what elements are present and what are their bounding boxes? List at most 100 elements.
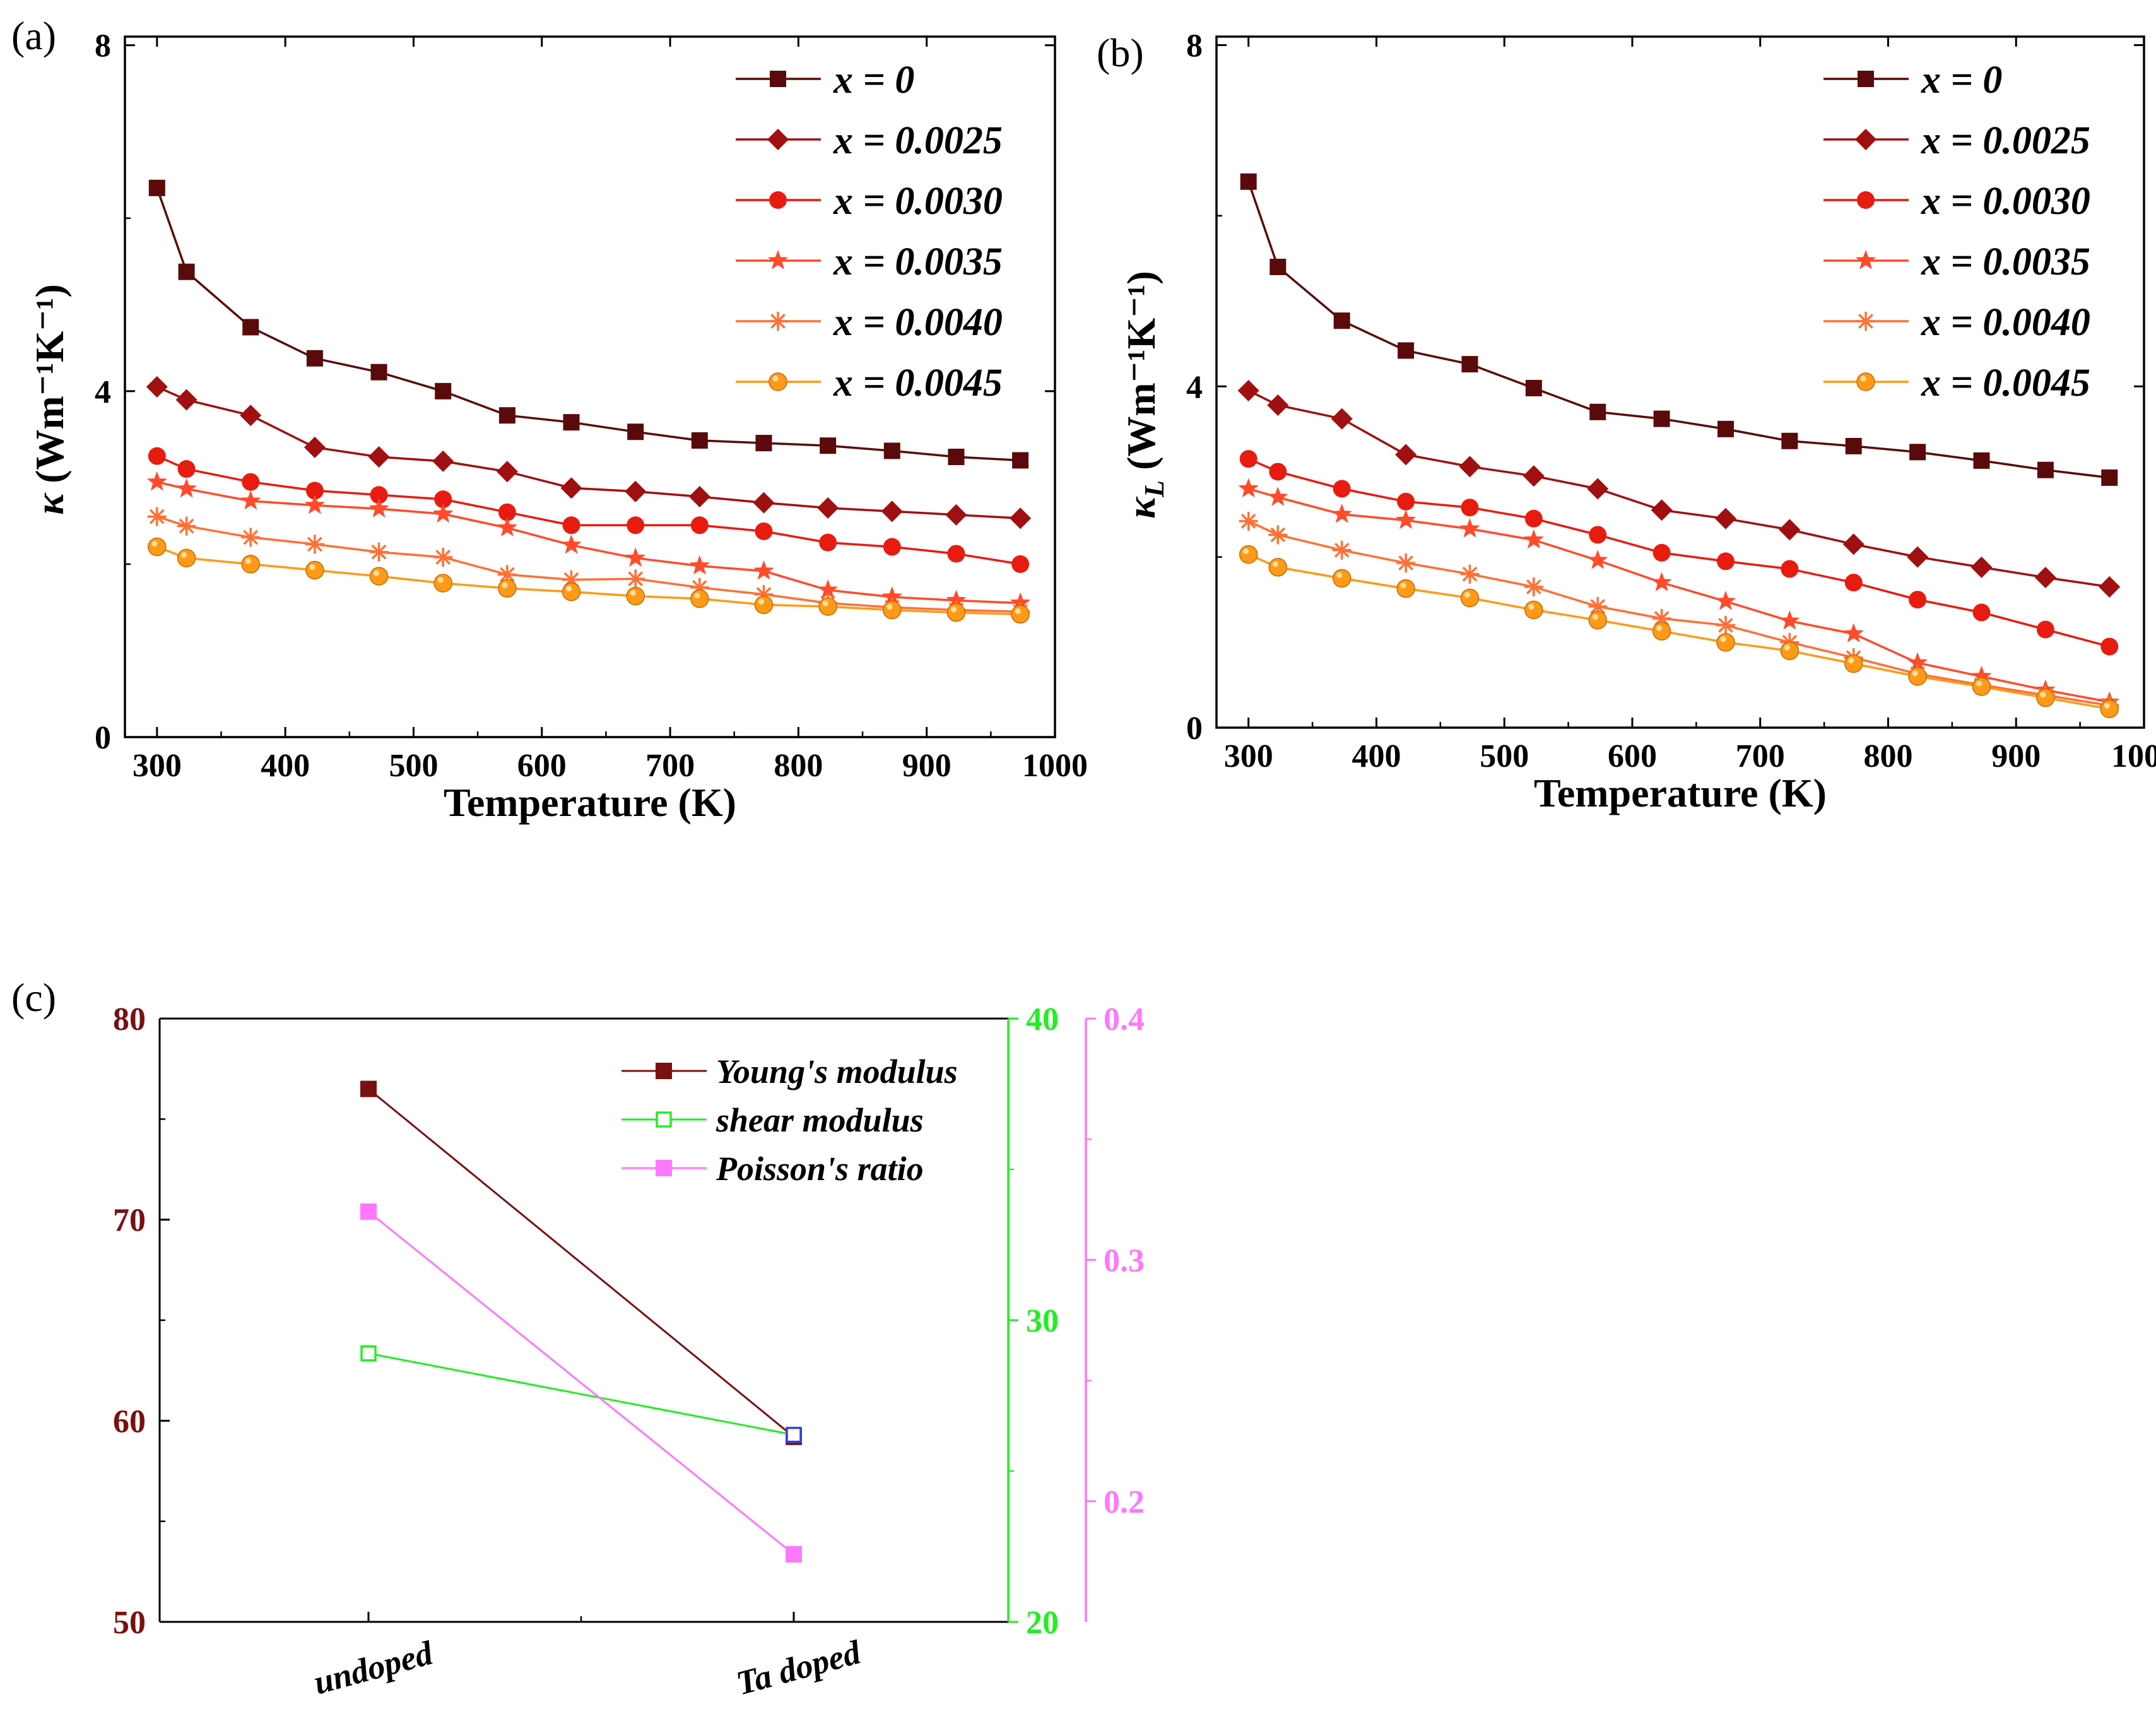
data-point [625,547,646,567]
data-point [1332,540,1352,560]
x-tick-label: 500 [1480,738,1529,774]
data-point [2101,469,2118,486]
series-5: x = 0.0045 [1239,362,2119,719]
data-point [1268,487,1288,506]
legend-label: x = 0.0035 [1921,240,2090,283]
y3-tick-label: 0.3 [1104,1243,1145,1279]
data-point [883,442,900,459]
data-point [883,538,901,556]
data-point [1237,380,1259,402]
y-tick-label: 4 [95,374,111,410]
data-point [1238,478,1259,498]
data-point [370,363,387,381]
series-4: x = 0.0040 [147,301,1030,622]
data-point [498,503,516,521]
data-point [435,382,452,399]
y2-tick-label: 40 [1026,1002,1059,1037]
legend-label: x = 0.0045 [1921,362,2090,405]
panel-label: (b) [1097,30,1144,75]
series-line [368,1210,794,1556]
legend-marker [1856,312,1875,331]
data-point [883,600,902,620]
data-point [304,494,326,514]
data-point [560,477,582,499]
series-3: x = 0.0035 [146,240,1031,612]
data-point [369,542,389,562]
data-point [1525,379,1542,396]
y1-tick-label: 50 [113,1605,146,1641]
data-point [1651,572,1672,591]
data-point [176,478,197,498]
data-point [1842,533,1864,555]
legend-label: x = 0.0040 [833,301,1003,344]
series-2: Poisson's ratio [360,1150,924,1563]
data-point [434,490,452,509]
data-point [818,597,837,616]
x-category-label: undoped [310,1634,437,1702]
data-point [1010,507,1032,529]
data-point [563,414,580,431]
data-point [881,586,902,606]
series-line [368,1352,794,1436]
data-point [1239,450,1258,468]
y1-tick-label: 80 [113,1002,146,1037]
y2-tick-label: 30 [1026,1303,1059,1339]
x-tick-label: 900 [902,748,951,784]
data-point [1909,591,1927,609]
data-point [946,603,966,622]
data-point [819,533,837,552]
data-point [1461,499,1479,517]
data-point [1460,564,1480,584]
data-point [241,528,261,547]
data-point [2099,576,2121,598]
legend-marker [1855,250,1876,269]
data-point [1331,408,1353,430]
panel-b: (b) 300 400 500 600 700 800 900 1000 0 4 8 Temperatu… [1097,28,2156,815]
series-3: x = 0.0035 [1238,240,2120,711]
data-point [1587,478,1609,500]
data-point [1844,574,1863,592]
data-point [2036,620,2054,639]
data-point [433,548,453,567]
data-point [175,389,197,411]
data-point [562,516,580,535]
legend-label: x = 0 [1921,59,2002,102]
data-point [820,437,837,454]
y-tick-label: 0 [95,720,111,756]
y-tick-label: 8 [1186,28,1203,64]
data-point [1717,420,1734,437]
series-1: shear modulus [360,1101,924,1443]
data-point [1395,444,1417,466]
data-point [690,589,709,608]
data-point [626,586,645,606]
data-point [1524,600,1543,620]
data-point [498,407,515,424]
data-point [148,179,165,196]
legend-marker [1855,129,1876,150]
data-point [242,319,259,336]
legend-label: x = 0.0025 [833,119,1003,162]
data-point [786,1426,802,1443]
series-0: x = 0 [1240,59,2118,486]
x-tick-label: 400 [261,748,310,784]
y1-tick-label: 70 [113,1203,146,1239]
data-point [753,560,774,580]
data-point [1589,526,1607,544]
legend-label: x = 0.0035 [833,240,1003,283]
series-4: x = 0.0040 [1239,301,2119,715]
data-point [946,589,967,610]
data-point [1589,403,1606,420]
data-point [1781,432,1798,449]
data-point [1779,610,1800,630]
legend-label: x = 0.0025 [1921,119,2090,162]
data-point [305,482,324,500]
data-point [1268,525,1288,545]
data-point [368,446,390,468]
x-tick-label: 700 [645,748,695,784]
data-point [1652,622,1671,641]
data-point [496,461,518,483]
data-point [1333,312,1350,329]
data-point [1010,592,1031,612]
data-point [2100,637,2119,656]
data-point [242,473,260,491]
